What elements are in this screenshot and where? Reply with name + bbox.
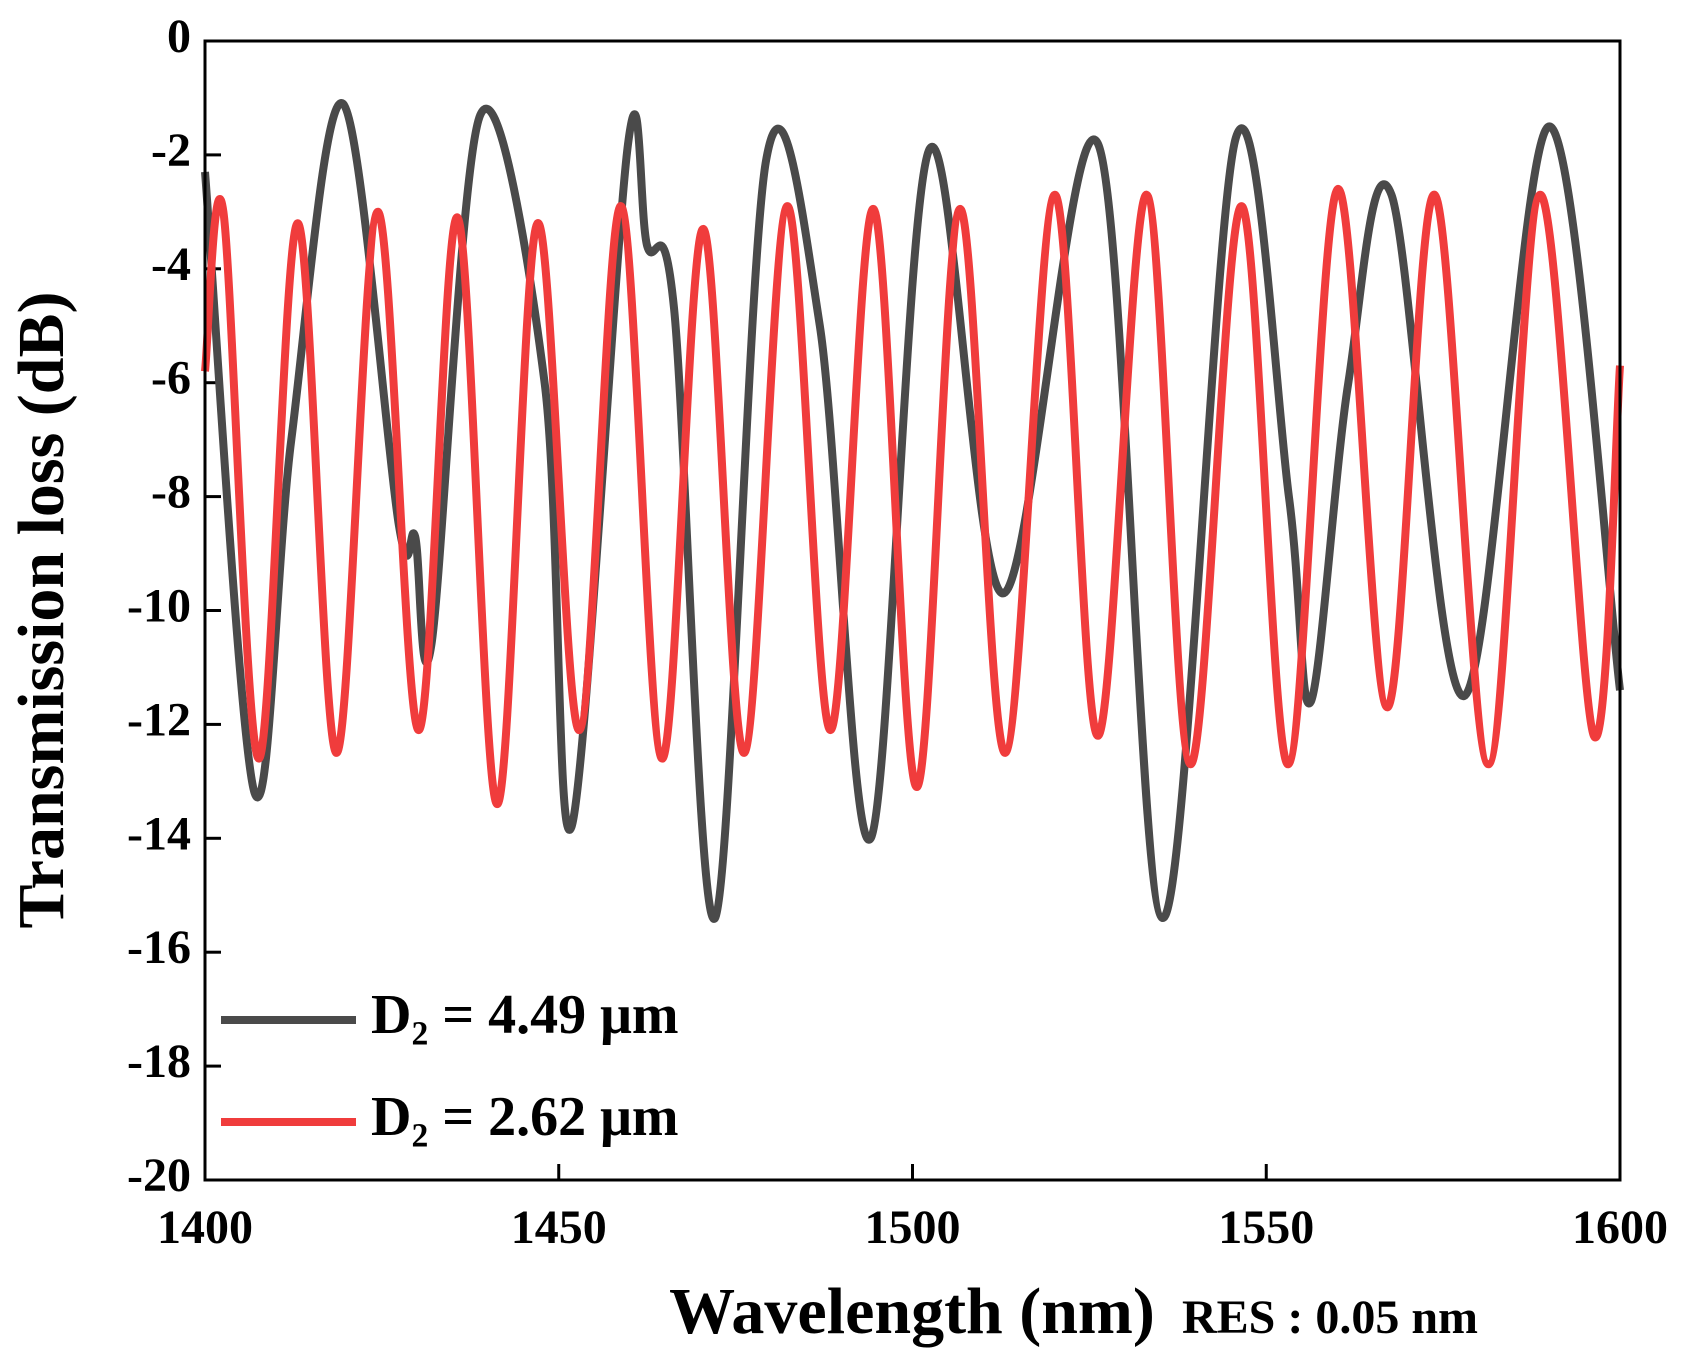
y-axis-title: Transmission loss (dB) <box>5 292 78 929</box>
x-axis-title: Wavelength (nm) <box>669 1275 1155 1348</box>
y-tick-label: -8 <box>151 466 191 519</box>
y-tick-label: -16 <box>127 921 191 974</box>
y-tick-label: -14 <box>127 807 191 860</box>
y-tick-label: -18 <box>127 1035 191 1088</box>
x-tick-label: 1450 <box>511 1201 607 1254</box>
y-tick-label: -12 <box>127 693 191 746</box>
x-tick-label: 1600 <box>1572 1201 1668 1254</box>
y-tick-label: -10 <box>127 580 191 633</box>
x-tick-label: 1550 <box>1218 1201 1314 1254</box>
x-tick-label: 1400 <box>157 1201 253 1254</box>
legend-label: D₂ = 2.62 μm <box>371 1086 679 1148</box>
y-tick-label: -6 <box>151 352 191 405</box>
legend-label: D₂ = 4.49 μm <box>371 984 679 1046</box>
y-tick-label: -2 <box>151 124 191 177</box>
annotation: RES : 0.05 nm <box>1182 1291 1478 1344</box>
series-line <box>201 185 1624 809</box>
series-line <box>201 99 1624 923</box>
y-tick-label: -4 <box>151 238 191 291</box>
x-tick-label: 1500 <box>865 1201 961 1254</box>
plot-frame <box>203 39 1622 1182</box>
y-tick-label: 0 <box>167 10 191 63</box>
y-tick-label: -20 <box>127 1149 191 1202</box>
